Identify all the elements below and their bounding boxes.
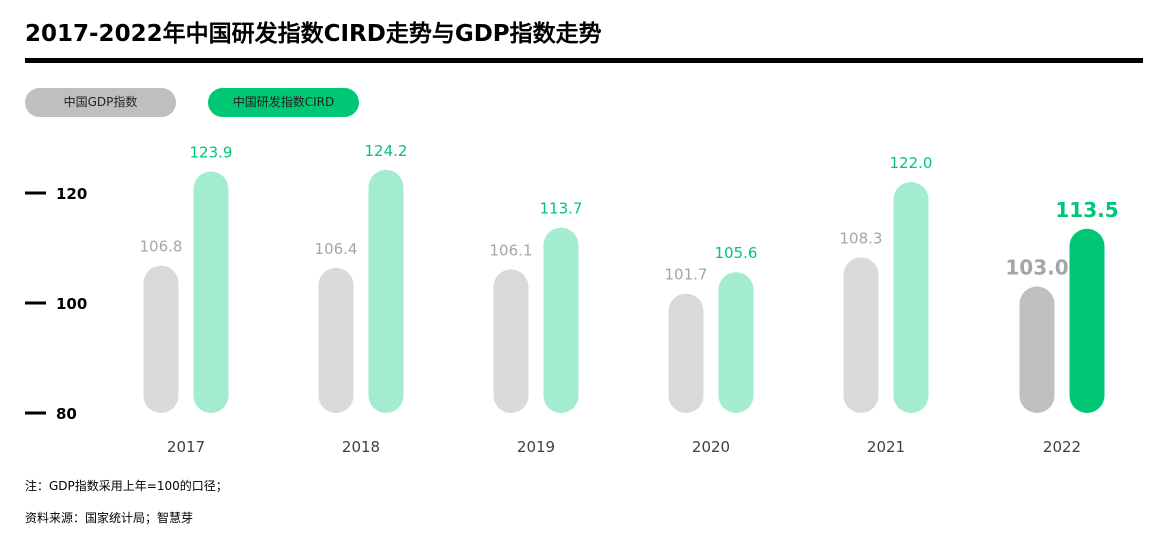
gdp-value-label-2020: 101.7 xyxy=(665,266,708,284)
y-tick-label-100: 100 xyxy=(56,295,87,313)
gdp-bar-2022 xyxy=(1019,286,1055,413)
gdp-value-label-2018: 106.4 xyxy=(315,240,358,258)
cird-value-label-2018: 124.2 xyxy=(365,142,408,160)
cird-bar-2019 xyxy=(543,227,579,413)
cird-bar-2022 xyxy=(1069,228,1105,413)
gdp-bar-2021 xyxy=(843,257,879,413)
gdp-bar-2017 xyxy=(143,265,179,413)
chart-note: 注：GDP指数采用上年=100的口径； xyxy=(25,479,228,493)
cird-bar-2020 xyxy=(718,272,754,413)
cird-bar-2017 xyxy=(193,171,229,413)
cird-value-label-2017: 123.9 xyxy=(190,144,233,162)
cird-value-label-2019: 113.7 xyxy=(540,200,583,218)
title-divider xyxy=(25,58,1143,63)
y-tick-mark-80 xyxy=(25,411,46,415)
x-tick-label-2020: 2020 xyxy=(692,438,730,456)
y-tick-label-120: 120 xyxy=(56,185,87,203)
x-tick-label-2018: 2018 xyxy=(342,438,380,456)
gdp-value-label-2019: 106.1 xyxy=(490,241,533,259)
y-tick-mark-120 xyxy=(25,191,46,195)
cird-value-label-2022: 113.5 xyxy=(1055,198,1118,222)
gdp-value-label-2022: 103.0 xyxy=(1005,256,1068,280)
x-tick-label-2017: 2017 xyxy=(167,438,205,456)
gdp-bar-2019 xyxy=(493,269,529,413)
cird-value-label-2020: 105.6 xyxy=(715,244,758,262)
chart-title: 2017-2022年中国研发指数CIRD走势与GDP指数走势 xyxy=(25,21,602,47)
cird-bar-2018 xyxy=(368,169,404,413)
gdp-bar-2018 xyxy=(318,267,354,413)
x-tick-label-2021: 2021 xyxy=(867,438,905,456)
cird-value-label-2021: 122.0 xyxy=(890,154,933,172)
gdp-value-label-2017: 106.8 xyxy=(140,238,183,256)
legend-cird: 中国研发指数CIRD xyxy=(208,88,359,117)
y-tick-mark-100 xyxy=(25,301,46,305)
legend-gdp: 中国GDP指数 xyxy=(25,88,176,117)
x-tick-label-2019: 2019 xyxy=(517,438,555,456)
chart-source: 资料来源：国家统计局；智慧芽 xyxy=(25,511,194,525)
cird-bar-2021 xyxy=(893,182,929,413)
y-tick-label-80: 80 xyxy=(56,405,77,423)
x-tick-label-2022: 2022 xyxy=(1043,438,1081,456)
gdp-bar-2020 xyxy=(668,293,704,413)
gdp-value-label-2021: 108.3 xyxy=(840,229,883,247)
